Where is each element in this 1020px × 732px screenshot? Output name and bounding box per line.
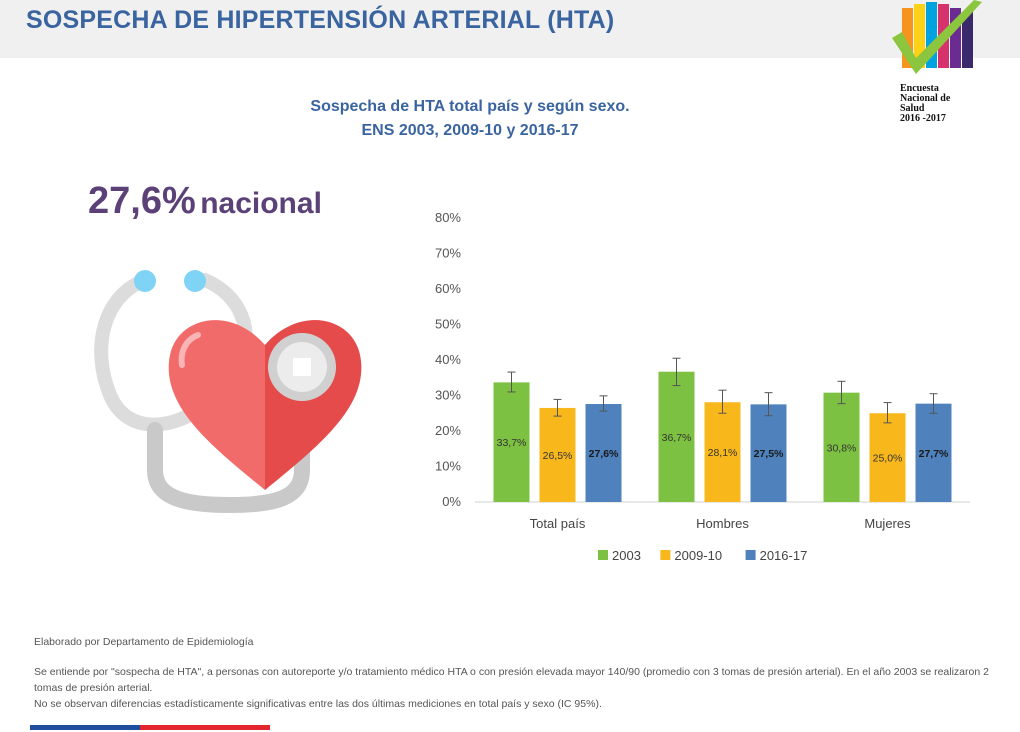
data-label: 36,7% bbox=[662, 432, 692, 444]
bar bbox=[823, 392, 860, 502]
x-tick-label: Total país bbox=[530, 516, 586, 531]
data-label: 28,1% bbox=[708, 447, 738, 459]
x-axis: Total país Hombres Mujeres bbox=[530, 516, 911, 531]
bar bbox=[704, 402, 741, 502]
data-label: 33,7% bbox=[497, 437, 527, 449]
data-label: 27,7% bbox=[919, 448, 949, 460]
bar bbox=[658, 371, 695, 502]
y-tick-label: 40% bbox=[435, 352, 461, 367]
chart-legend: 2003 2009-10 2016-17 bbox=[598, 548, 807, 563]
notes: Elaborado por Departamento de Epidemiolo… bbox=[34, 634, 994, 712]
data-label: 27,6% bbox=[589, 448, 619, 460]
national-value: 27,6% bbox=[88, 180, 196, 222]
logo-line: Nacional de bbox=[900, 93, 951, 104]
national-stat: 27,6% nacional bbox=[88, 180, 322, 223]
logo-text: Encuesta Nacional de Salud 2016 -2017 bbox=[900, 84, 1010, 124]
chart-title-line2: ENS 2003, 2009-10 y 2016-17 bbox=[361, 122, 579, 139]
definition-note: Se entiende por "sospecha de HTA", a per… bbox=[34, 666, 989, 694]
bar bbox=[869, 413, 906, 502]
page-title: SOSPECHA DE HIPERTENSIÓN ARTERIAL (HTA) bbox=[26, 6, 615, 34]
stethoscope-heart-icon bbox=[94, 270, 362, 514]
bar bbox=[493, 382, 530, 502]
national-label: nacional bbox=[200, 187, 322, 220]
y-tick-label: 20% bbox=[435, 423, 461, 438]
legend-swatch bbox=[660, 550, 671, 560]
legend-label: 2016-17 bbox=[760, 548, 808, 563]
x-tick-label: Hombres bbox=[696, 516, 749, 531]
significance-note: No se observan diferencias estadísticame… bbox=[34, 698, 602, 710]
legend-label: 2009-10 bbox=[674, 548, 722, 563]
footer-color-bar bbox=[30, 725, 270, 730]
data-label: 25,0% bbox=[873, 453, 903, 465]
logo-line: Salud bbox=[900, 103, 925, 114]
ens-logo bbox=[892, 0, 982, 74]
y-tick-label: 10% bbox=[435, 459, 461, 474]
y-tick-label: 70% bbox=[435, 246, 461, 261]
bar-chart: 0% 10% 20% 30% 40% 50% 60% 70% 80% 33,7% 26,5% 27,… bbox=[435, 210, 970, 563]
data-label: 27,5% bbox=[754, 448, 784, 460]
chart-title: Sospecha de HTA total país y según sexo.… bbox=[260, 95, 680, 143]
data-label: 26,5% bbox=[543, 450, 573, 462]
bar bbox=[915, 403, 952, 502]
legend-swatch bbox=[745, 550, 756, 560]
logo-line: Encuesta bbox=[900, 83, 939, 94]
logo-line: 2016 -2017 bbox=[900, 113, 946, 124]
bar bbox=[539, 407, 576, 502]
x-tick-label: Mujeres bbox=[864, 516, 911, 531]
data-label: 30,8% bbox=[827, 442, 857, 454]
y-tick-label: 50% bbox=[435, 317, 461, 332]
bar bbox=[585, 404, 622, 502]
bars: 33,7% 26,5% 27,6% 36,7% 28,1% 27,5% 30,8% 25,0%… bbox=[493, 357, 952, 502]
y-tick-label: 0% bbox=[442, 494, 461, 509]
y-tick-label: 80% bbox=[435, 210, 461, 225]
header-band bbox=[0, 0, 1020, 58]
legend-swatch bbox=[598, 550, 608, 560]
source-note: Elaborado por Departamento de Epidemiolo… bbox=[34, 636, 254, 648]
y-tick-label: 30% bbox=[435, 388, 461, 403]
y-tick-label: 60% bbox=[435, 281, 461, 296]
legend-label: 2003 bbox=[612, 548, 641, 563]
chart-title-line1: Sospecha de HTA total país y según sexo. bbox=[310, 98, 630, 115]
bar bbox=[750, 404, 787, 502]
